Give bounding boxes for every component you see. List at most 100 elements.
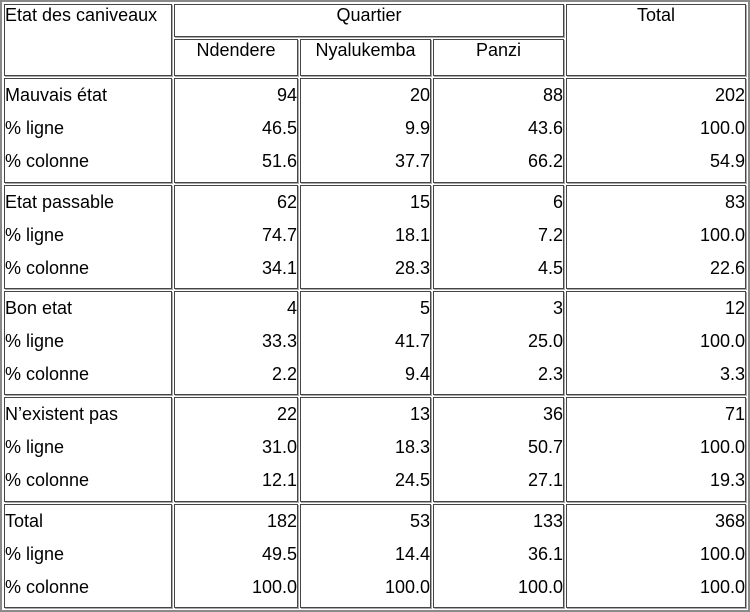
cell-labels: Etat passable % ligne % colonne: [4, 184, 172, 289]
count-value: 53: [409, 510, 430, 531]
pct-ligne-label: % ligne: [5, 437, 65, 458]
pct-ligne-value: 43.6: [527, 118, 564, 139]
pct-colonne-value: 37.7: [394, 151, 430, 172]
pct-colonne-value: 3.3: [719, 363, 745, 384]
pct-colonne-value: 100.0: [384, 576, 430, 597]
pct-ligne-value: 100.0: [699, 543, 745, 564]
pct-colonne-value: 9.4: [404, 363, 430, 384]
pct-colonne-label: % colonne: [5, 470, 90, 491]
cell-panzi: 3 25.0 2.3: [433, 290, 565, 396]
total-column-header: Total: [566, 4, 746, 77]
pct-colonne-value: 2.3: [538, 363, 564, 384]
pct-colonne-value: 4.5: [538, 257, 564, 278]
pct-colonne-value: 100.0: [699, 576, 745, 597]
pct-ligne-value: 33.3: [261, 330, 297, 351]
cell-labels: Total % ligne % colonne: [4, 503, 172, 608]
pct-colonne-value: 100.0: [517, 576, 564, 597]
pct-ligne-value: 18.3: [394, 437, 430, 458]
count-value: 133: [532, 510, 564, 531]
cell-panzi: 88 43.6 66.2: [433, 78, 565, 183]
cell-panzi: 36 50.7 27.1: [433, 397, 565, 502]
count-value: 94: [276, 85, 297, 106]
count-value: 88: [543, 85, 564, 106]
pct-ligne-value: 18.1: [394, 224, 430, 245]
count-value: 12: [724, 297, 745, 318]
corner-header-cell: Etat des caniveaux: [4, 4, 172, 77]
cell-ndendere: 22 31.0 12.1: [174, 397, 298, 502]
cell-nyalukemba: 15 18.1 28.3: [300, 184, 431, 289]
count-value: 13: [409, 404, 430, 425]
cell-panzi: 6 7.2 4.5: [433, 184, 565, 289]
pct-ligne-value: 74.7: [261, 224, 297, 245]
pct-ligne-value: 41.7: [394, 330, 430, 351]
cell-labels: Mauvais état % ligne % colonne: [4, 78, 172, 183]
cell-ndendere: 62 74.7 34.1: [174, 184, 298, 289]
pct-colonne-value: 51.6: [261, 151, 297, 172]
pct-colonne-value: 27.1: [527, 470, 564, 491]
count-value: 4: [286, 297, 297, 318]
count-value: 20: [409, 85, 430, 106]
cell-total: 71 100.0 19.3: [566, 397, 746, 502]
count-value: 182: [266, 510, 297, 531]
column-header-panzi: Panzi: [433, 39, 565, 77]
pct-colonne-value: 12.1: [261, 470, 297, 491]
pct-ligne-value: 100.0: [699, 437, 745, 458]
pct-colonne-value: 24.5: [394, 470, 430, 491]
pct-ligne-value: 25.0: [527, 330, 564, 351]
cell-panzi: 133 36.1 100.0: [433, 503, 565, 608]
pct-colonne-label: % colonne: [5, 151, 90, 172]
pct-ligne-value: 36.1: [527, 543, 564, 564]
pct-colonne-label: % colonne: [5, 257, 90, 278]
cell-nyalukemba: 53 14.4 100.0: [300, 503, 431, 608]
row-group-total: Total % ligne % colonne 182 49.5 100.0 5…: [4, 503, 746, 608]
pct-colonne-value: 28.3: [394, 257, 430, 278]
category-label: Etat passable: [5, 191, 115, 212]
category-label: Mauvais état: [5, 85, 108, 106]
row-group-bon-etat: Bon etat % ligne % colonne 4 33.3 2.2 5 …: [4, 290, 746, 396]
count-value: 36: [543, 404, 564, 425]
count-value: 22: [276, 404, 297, 425]
count-value: 6: [553, 191, 564, 212]
cell-labels: Bon etat % ligne % colonne: [4, 290, 172, 396]
cell-nyalukemba: 13 18.3 24.5: [300, 397, 431, 502]
pct-ligne-value: 50.7: [527, 437, 564, 458]
count-value: 62: [276, 191, 297, 212]
quartier-group-header: Quartier: [174, 4, 565, 38]
pct-ligne-value: 31.0: [261, 437, 297, 458]
count-value: 15: [409, 191, 430, 212]
count-value: 202: [714, 85, 745, 106]
pct-colonne-value: 19.3: [709, 470, 745, 491]
pct-colonne-value: 22.6: [709, 257, 745, 278]
category-label: Total: [5, 510, 44, 531]
pct-colonne-value: 54.9: [709, 151, 745, 172]
header-row-quartier: Etat des caniveaux Quartier Total: [4, 4, 746, 77]
pct-ligne-value: 46.5: [261, 118, 297, 139]
count-value: 5: [419, 297, 430, 318]
cell-total: 368 100.0 100.0: [566, 503, 746, 608]
pct-colonne-value: 2.2: [271, 363, 297, 384]
cell-ndendere: 94 46.5 51.6: [174, 78, 298, 183]
category-label: N’existent pas: [5, 404, 119, 425]
cell-nyalukemba: 5 41.7 9.4: [300, 290, 431, 396]
pct-ligne-value: 14.4: [394, 543, 430, 564]
category-label: Bon etat: [5, 297, 73, 318]
cell-ndendere: 4 33.3 2.2: [174, 290, 298, 396]
pct-ligne-label: % ligne: [5, 543, 65, 564]
pct-ligne-value: 9.9: [404, 118, 430, 139]
pct-ligne-value: 100.0: [699, 118, 745, 139]
pct-colonne-value: 66.2: [527, 151, 564, 172]
cell-total: 83 100.0 22.6: [566, 184, 746, 289]
pct-ligne-label: % ligne: [5, 330, 65, 351]
column-header-nyalukemba: Nyalukemba: [300, 39, 431, 77]
row-group-nexistent-pas: N’existent pas % ligne % colonne 22 31.0…: [4, 397, 746, 502]
pct-ligne-value: 7.2: [538, 224, 564, 245]
cell-nyalukemba: 20 9.9 37.7: [300, 78, 431, 183]
row-group-mauvais-etat: Mauvais état % ligne % colonne 94 46.5 5…: [4, 78, 746, 183]
pct-colonne-label: % colonne: [5, 576, 90, 597]
pct-colonne-label: % colonne: [5, 363, 90, 384]
count-value: 71: [724, 404, 745, 425]
row-group-etat-passable: Etat passable % ligne % colonne 62 74.7 …: [4, 184, 746, 289]
cell-total: 12 100.0 3.3: [566, 290, 746, 396]
header-row-columns: Ndendere Nyalukemba Panzi: [4, 39, 746, 77]
